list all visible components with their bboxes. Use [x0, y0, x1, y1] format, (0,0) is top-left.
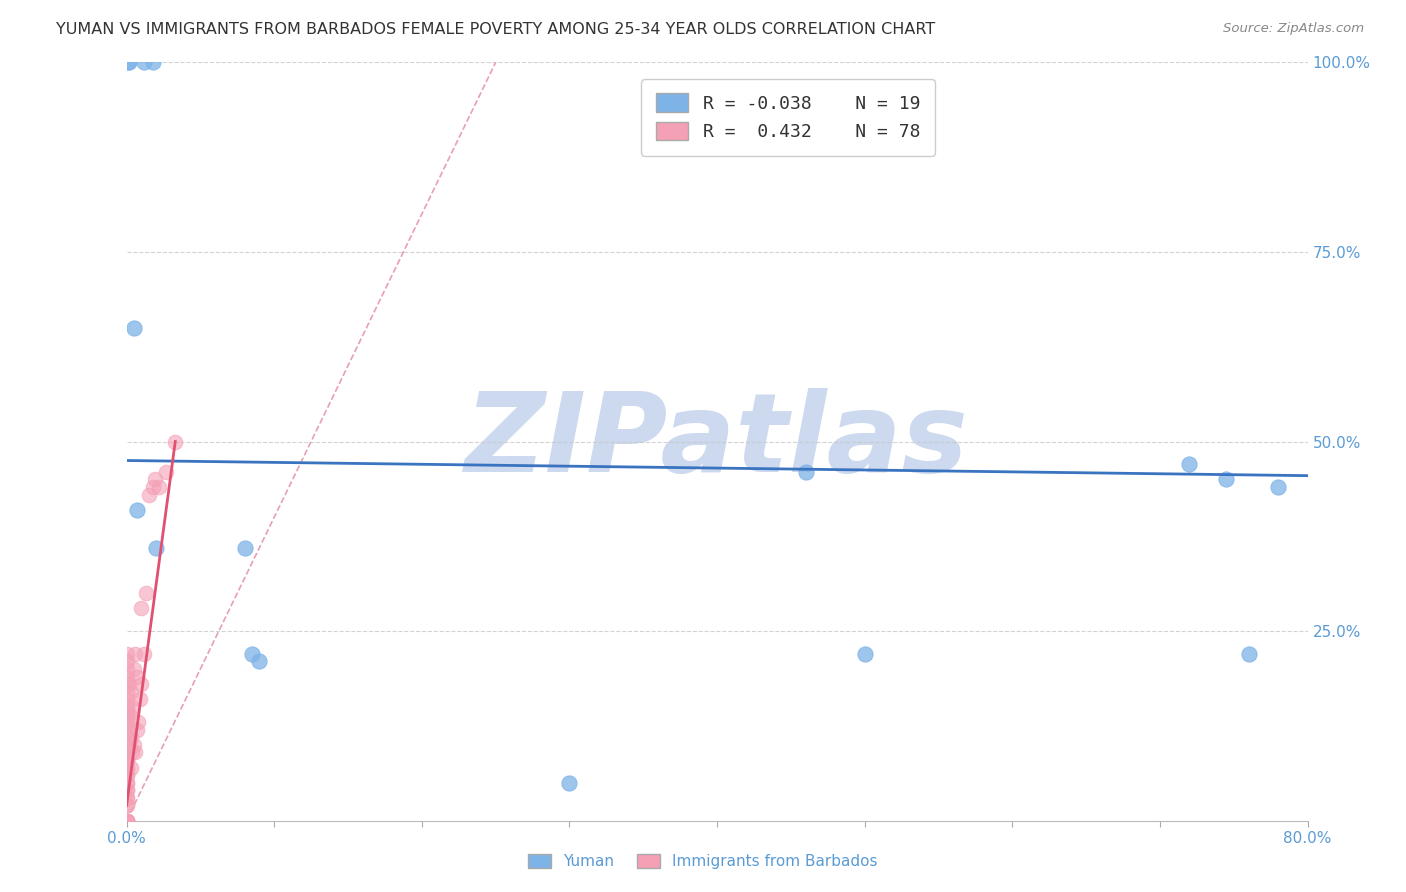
Point — [125, 669, 148, 683]
Point — [115, 677, 138, 691]
Point — [1267, 480, 1289, 494]
Point — [115, 760, 138, 774]
Point — [853, 647, 876, 661]
Point — [120, 760, 142, 774]
Point — [122, 320, 145, 334]
Point — [115, 730, 138, 744]
Point — [142, 480, 165, 494]
Point — [115, 715, 138, 730]
Point — [115, 746, 138, 760]
Point — [115, 776, 138, 790]
Point — [124, 746, 146, 760]
Point — [117, 55, 139, 70]
Point — [115, 814, 138, 828]
Point — [794, 465, 817, 479]
Point — [120, 685, 142, 699]
Point — [142, 55, 165, 70]
Point — [165, 434, 187, 449]
Point — [155, 465, 177, 479]
Point — [115, 753, 138, 767]
Point — [127, 715, 149, 730]
Point — [148, 480, 170, 494]
Point — [249, 655, 271, 669]
Point — [115, 760, 138, 774]
Point — [129, 677, 153, 691]
Point — [128, 692, 150, 706]
Point — [115, 707, 138, 722]
Point — [120, 730, 142, 744]
Point — [115, 723, 138, 737]
Point — [240, 647, 263, 661]
Point — [129, 601, 153, 615]
Point — [115, 814, 138, 828]
Point — [115, 699, 138, 714]
Point — [135, 586, 157, 600]
Point — [118, 707, 141, 722]
Point — [115, 814, 138, 828]
Point — [125, 723, 148, 737]
Point — [115, 798, 138, 813]
Point — [115, 738, 138, 752]
Point — [118, 677, 141, 691]
Point — [115, 791, 138, 805]
Point — [118, 55, 141, 70]
Point — [115, 662, 138, 676]
Point — [115, 791, 138, 805]
Point — [122, 738, 145, 752]
Point — [115, 715, 138, 730]
Point — [115, 814, 138, 828]
Point — [145, 541, 167, 555]
Point — [115, 730, 138, 744]
Point — [115, 783, 138, 797]
Point — [138, 487, 160, 501]
Point — [115, 768, 138, 782]
Text: YUMAN VS IMMIGRANTS FROM BARBADOS FEMALE POVERTY AMONG 25-34 YEAR OLDS CORRELATI: YUMAN VS IMMIGRANTS FROM BARBADOS FEMALE… — [56, 22, 935, 37]
Point — [115, 685, 138, 699]
Point — [115, 655, 138, 669]
Legend: R = -0.038    N = 19, R =  0.432    N = 78: R = -0.038 N = 19, R = 0.432 N = 78 — [641, 79, 935, 156]
Point — [115, 814, 138, 828]
Point — [124, 647, 146, 661]
Point — [121, 746, 143, 760]
Text: Source: ZipAtlas.com: Source: ZipAtlas.com — [1223, 22, 1364, 36]
Point — [115, 776, 138, 790]
Point — [115, 783, 138, 797]
Point — [1178, 458, 1201, 472]
Point — [233, 541, 256, 555]
Point — [115, 814, 138, 828]
Point — [121, 699, 143, 714]
Point — [1237, 647, 1260, 661]
Point — [115, 692, 138, 706]
Point — [558, 776, 581, 790]
Point — [115, 647, 138, 661]
Point — [115, 707, 138, 722]
Point — [134, 55, 156, 70]
Point — [134, 647, 156, 661]
Point — [115, 746, 138, 760]
Point — [115, 738, 138, 752]
Text: ZIPatlas: ZIPatlas — [465, 388, 969, 495]
Point — [115, 699, 138, 714]
Point — [115, 669, 138, 683]
Point — [125, 503, 148, 517]
Point — [122, 662, 145, 676]
Point — [115, 715, 138, 730]
Point — [115, 798, 138, 813]
Point — [118, 738, 141, 752]
Legend: Yuman, Immigrants from Barbados: Yuman, Immigrants from Barbados — [522, 848, 884, 875]
Point — [115, 753, 138, 767]
Point — [143, 473, 166, 487]
Point — [115, 768, 138, 782]
Point — [1215, 473, 1237, 487]
Point — [115, 753, 138, 767]
